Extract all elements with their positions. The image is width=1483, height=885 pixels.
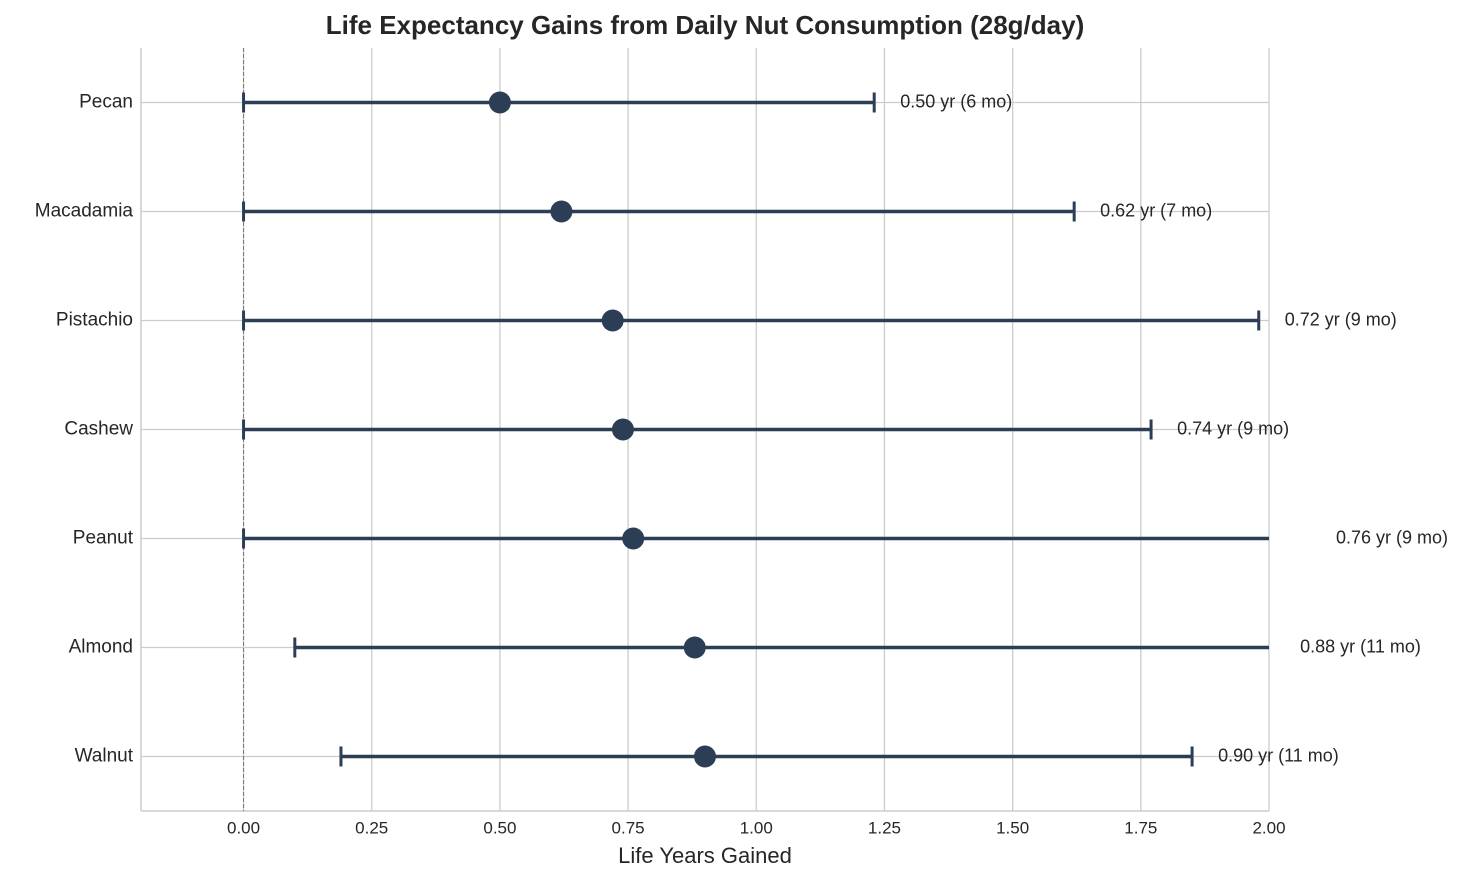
y-tick-label: Pecan [79,92,133,113]
x-tick-label: 1.50 [996,818,1029,837]
value-label: 0.72 yr (9 mo) [1285,309,1397,329]
point [694,745,716,768]
y-tick-label: Pistachio [56,310,133,331]
value-label: 0.74 yr (9 mo) [1177,418,1289,438]
y-tick-label: Macadamia [35,201,134,222]
x-tick-label: 0.00 [227,818,260,837]
point [601,309,624,332]
y-tick-label: Walnut [75,746,134,767]
x-tick-label: 1.25 [868,818,901,837]
value-label: 0.90 yr (11 mo) [1218,745,1339,765]
x-tick-label: 0.50 [483,818,516,837]
y-tick-label: Cashew [64,419,133,440]
labels: 0.00 0.25 0.50 0.75 1.00 1.25 1.50 1.75 2.00 Peca… [35,91,1448,837]
value-label: 0.62 yr (7 mo) [1100,200,1212,220]
point [683,636,706,659]
y-tick-label: Peanut [73,528,134,549]
x-tick-label: 0.75 [612,818,645,837]
plot-area [242,91,1269,768]
point [488,91,511,114]
chart-title: Life Expectancy Gains from Daily Nut Con… [326,10,1084,40]
x-tick-label: 2.00 [1252,818,1285,837]
x-tick-label: 0.25 [355,818,388,837]
x-tick-label: 1.75 [1124,818,1157,837]
y-tick-label: Almond [69,637,133,658]
point [550,200,573,223]
value-label: 0.76 yr (9 mo) [1336,527,1448,547]
value-label: 0.88 yr (11 mo) [1300,636,1421,656]
x-tick-label: 1.00 [740,818,773,837]
point [622,527,645,550]
x-axis-label: Life Years Gained [618,843,792,868]
point [611,418,634,441]
value-label: 0.50 yr (6 mo) [900,91,1012,111]
